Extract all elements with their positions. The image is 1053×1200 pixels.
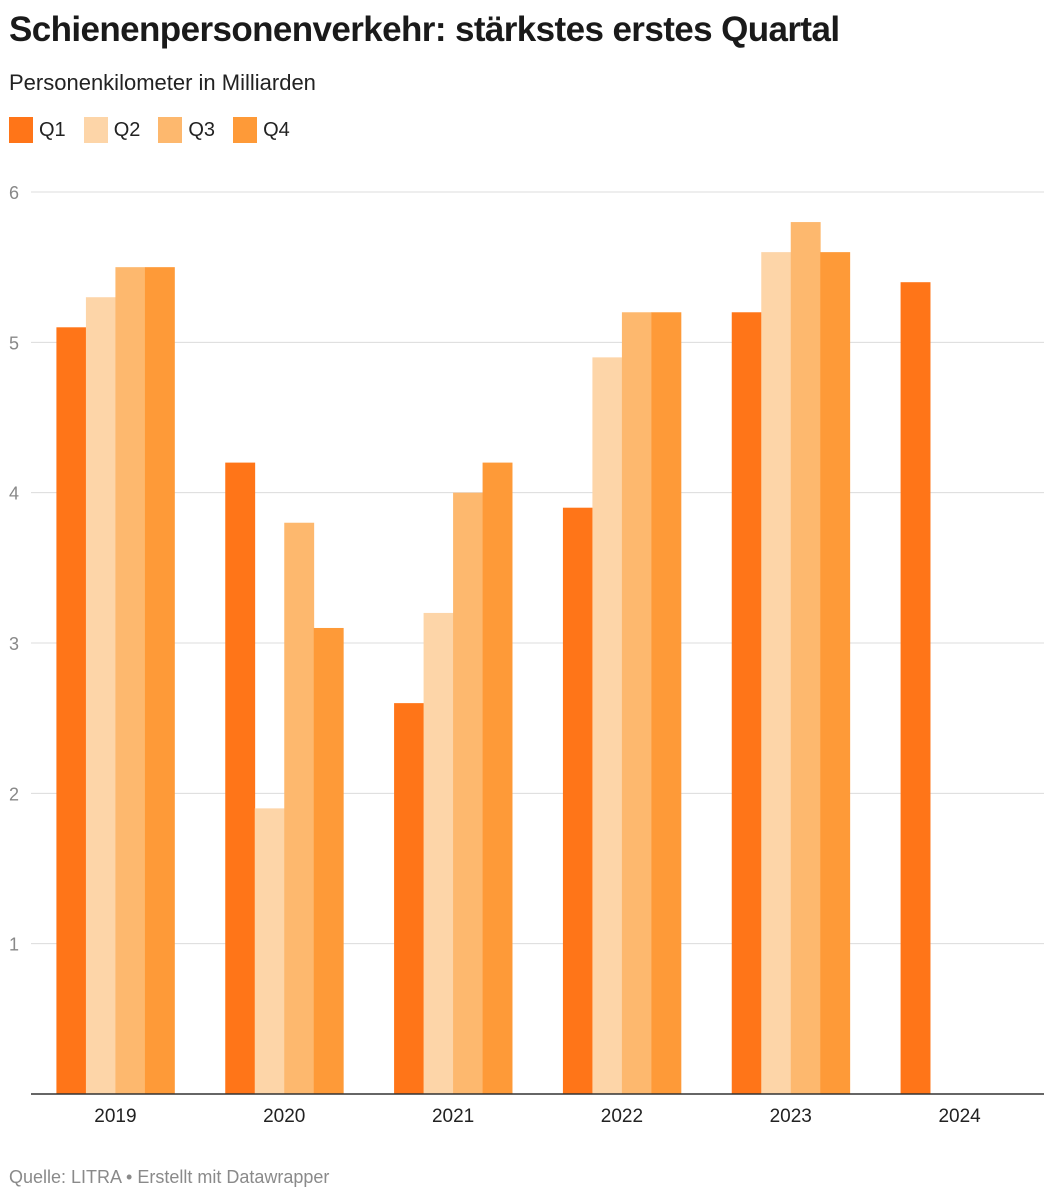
y-tick-label: 2 [9, 784, 19, 804]
y-tick-label: 4 [9, 484, 19, 504]
bar-2024-q1 [900, 282, 931, 1094]
bar-2022-q1 [562, 507, 593, 1094]
bar-2020-q4 [313, 627, 344, 1094]
legend-label-q1: Q1 [39, 118, 66, 141]
y-tick-label: 5 [9, 333, 19, 353]
source-note: Quelle: LITRA • Erstellt mit Datawrapper [9, 1167, 330, 1187]
bar-2023-q4 [820, 252, 851, 1095]
x-tick-label: 2019 [94, 1106, 136, 1127]
bar-2019-q2 [85, 297, 116, 1094]
axis-layer: 1 2 3 4 5 6 2019 2020 2021 2022 2023 2024 [9, 183, 1044, 1127]
bar-2022-q4 [651, 312, 682, 1094]
x-tick-label: 2024 [938, 1106, 981, 1127]
bar-2019-q4 [144, 267, 175, 1095]
x-tick-label: 2021 [432, 1106, 474, 1127]
y-tick-label: 3 [9, 634, 19, 654]
bar-2019-q3 [115, 267, 146, 1095]
legend-item-q2: Q2 [83, 117, 141, 143]
legend-swatch-q4 [233, 117, 258, 143]
bar-2022-q2 [592, 357, 623, 1094]
bar-2019-q1 [56, 327, 87, 1094]
legend-item-q4: Q4 [233, 117, 290, 143]
x-tick-label: 2020 [263, 1106, 305, 1127]
legend-swatch-q1 [9, 117, 33, 143]
bar-2020-q3 [284, 522, 315, 1094]
y-tick-label: 1 [9, 935, 19, 955]
legend-label-q2: Q2 [113, 118, 141, 141]
legend-item-q3: Q3 [158, 117, 215, 143]
bar-2023-q2 [761, 252, 792, 1095]
grid-layer [31, 191, 1044, 945]
y-tick-label: 6 [9, 183, 19, 203]
bar-2023-q3 [790, 222, 821, 1095]
bar-2021-q2 [423, 612, 454, 1094]
legend-swatch-q3 [158, 117, 183, 143]
x-tick-label: 2022 [601, 1106, 643, 1127]
legend-label-q4: Q4 [263, 118, 290, 141]
legend: Q1 Q2 Q3 Q4 [9, 117, 308, 143]
legend-item-q1: Q1 [9, 117, 66, 143]
bar-2021-q4 [482, 462, 513, 1095]
bars-layer [56, 222, 931, 1095]
chart-title: Schienenpersonenverkehr: stärkstes erste… [9, 10, 840, 49]
chart-subtitle: Personenkilometer in Milliarden [9, 70, 316, 95]
legend-label-q3: Q3 [188, 118, 216, 141]
bar-2020-q1 [225, 462, 256, 1095]
x-tick-label: 2023 [770, 1106, 812, 1127]
bar-2021-q1 [394, 703, 424, 1094]
bar-2022-q3 [621, 312, 652, 1094]
legend-swatch-q2 [83, 117, 108, 143]
bar-2023-q1 [731, 312, 762, 1094]
bar-2021-q3 [453, 492, 483, 1095]
bar-2020-q2 [254, 808, 285, 1094]
